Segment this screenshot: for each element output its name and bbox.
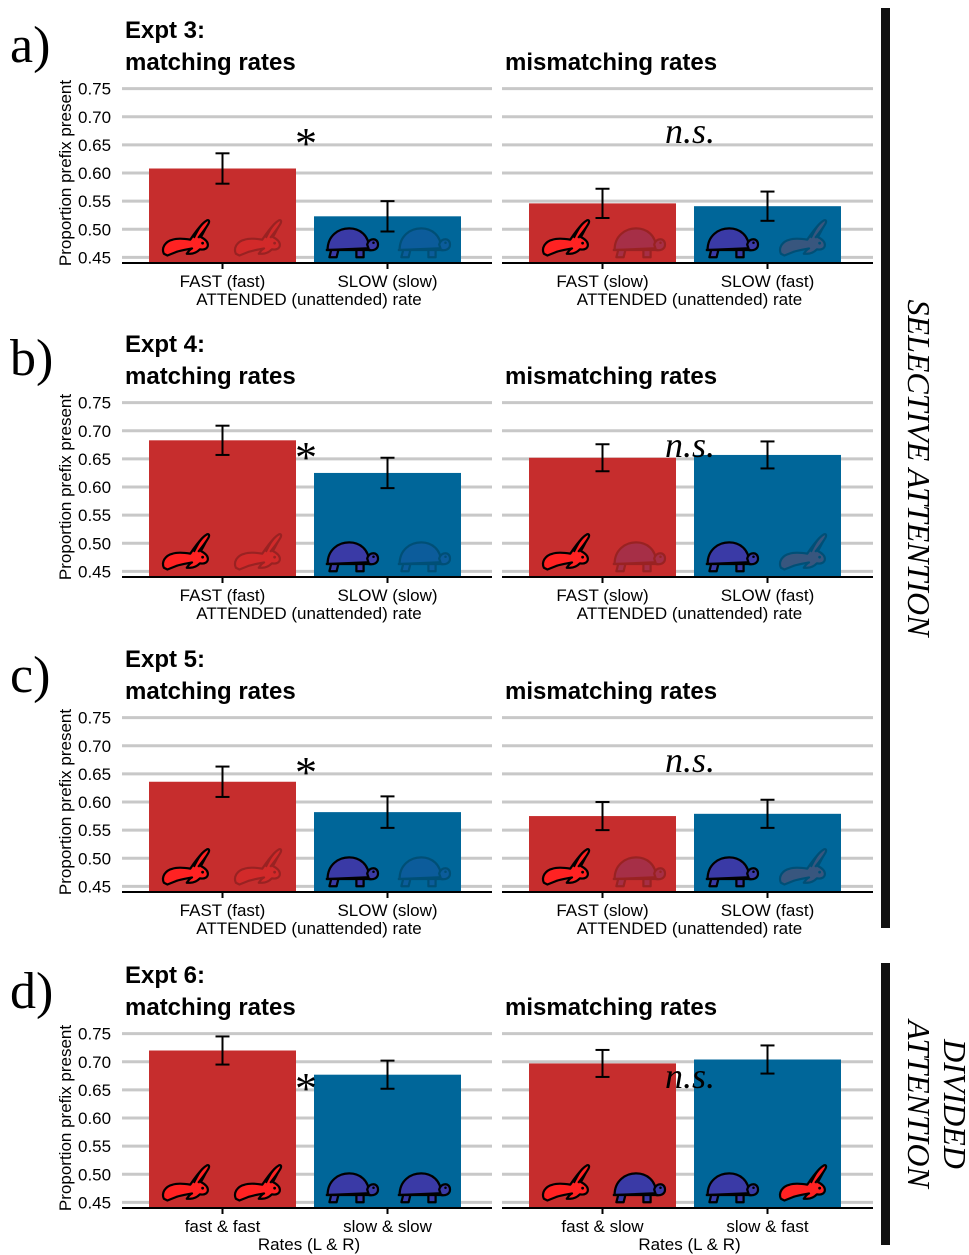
subplot-title: matching rates [125,994,296,1021]
y-tick-label: 0.60 [78,164,111,183]
x-axis-label: Rates (L & R) [258,1235,360,1254]
x-tick-label: SLOW (slow) [337,272,437,291]
y-tick-label: 0.60 [78,478,111,497]
subplot-title: matching rates [125,363,296,390]
panel-label-a: a) [10,17,50,74]
subplot-title: matching rates [125,678,296,705]
y-tick-label: 0.75 [78,394,111,413]
subplot-mismatching: mismatching rates FAST (slow) SLOW (fast)A… [502,678,873,938]
x-axis-label: Rates (L & R) [638,1235,740,1254]
subplot-matching: matching rates fast & fast slow & slowRate… [122,994,492,1254]
significance-asterisk: * [295,433,317,482]
y-tick-label: 0.45 [78,1193,111,1212]
y-tick-label: 0.75 [78,709,111,728]
x-axis-label: ATTENDED (unattended) rate [196,290,422,309]
x-axis-label: ATTENDED (unattended) rate [196,919,422,938]
y-tick-label: 0.55 [78,821,111,840]
y-tick-label: 0.65 [78,136,111,155]
y-tick-label: 0.75 [78,1025,111,1044]
y-tick-label: 0.70 [78,737,111,756]
y-tick-label: 0.50 [78,534,111,553]
y-tick-label: 0.45 [78,877,111,896]
subplot-title: mismatching rates [505,49,717,76]
significance-asterisk: * [295,119,317,168]
subplot-matching: matching rates FAST (fast) SLOW (slow)ATTE… [122,363,492,623]
subplot-title: mismatching rates [505,994,717,1021]
x-tick-label: SLOW (slow) [337,586,437,605]
panel-label-b: b) [10,330,53,387]
panel-label-d: d) [10,963,53,1020]
x-axis-label: ATTENDED (unattended) rate [577,290,803,309]
selective-attention-label: SELECTIVE ATTENTION [901,300,937,639]
y-tick-label: 0.45 [78,562,111,581]
subplot-matching: matching rates FAST (fast) SLOW (slow)ATTE… [122,49,492,309]
chart-panel-4: Expt 6: Proportion prefix present 0.75 0.70… [56,962,873,1254]
divided-attention-label-line1: DIVIDED [937,1038,969,1169]
x-tick-label: FAST (slow) [556,901,648,920]
subplot-matching: matching rates FAST (fast) SLOW (slow)ATTE… [122,678,492,938]
chart-title: Expt 3: [125,17,205,44]
y-axis-label: Proportion prefix present [56,1025,75,1211]
y-tick-label: 0.60 [78,1109,111,1128]
not-significant-label: n.s. [665,111,715,151]
y-tick-label: 0.70 [78,1053,111,1072]
x-tick-label: fast & slow [561,1217,644,1236]
y-axis-label: Proportion prefix present [56,394,75,580]
not-significant-label: n.s. [665,740,715,780]
divided-attention-label-line2: ATTENTION [901,1018,937,1189]
x-tick-label: FAST (fast) [180,272,266,291]
x-axis-label: ATTENDED (unattended) rate [577,919,803,938]
x-tick-label: fast & fast [185,1217,261,1236]
subplot-title: mismatching rates [505,363,717,390]
x-tick-label: FAST (fast) [180,901,266,920]
divided-attention-bar [881,963,890,1245]
x-tick-label: FAST (slow) [556,586,648,605]
y-tick-label: 0.50 [78,220,111,239]
y-axis-label: Proportion prefix present [56,709,75,895]
x-tick-label: slow & slow [343,1217,433,1236]
y-tick-label: 0.65 [78,1081,111,1100]
chart-panel-1: Expt 3: Proportion prefix present 0.75 0.70… [56,17,873,309]
chart-panel-3: Expt 5: Proportion prefix present 0.75 0.70… [56,646,873,938]
panel-label-c: c) [10,647,50,704]
x-axis-label: ATTENDED (unattended) rate [577,604,803,623]
y-tick-label: 0.70 [78,422,111,441]
x-tick-label: FAST (slow) [556,272,648,291]
y-tick-label: 0.75 [78,80,111,99]
selective-attention-bar [881,8,890,928]
chart-title: Expt 4: [125,331,205,358]
y-tick-label: 0.70 [78,108,111,127]
x-axis-label: ATTENDED (unattended) rate [196,604,422,623]
y-tick-label: 0.65 [78,450,111,469]
chart-title: Expt 5: [125,646,205,673]
x-tick-label: SLOW (fast) [721,586,815,605]
x-tick-label: SLOW (fast) [721,272,815,291]
y-tick-label: 0.50 [78,849,111,868]
chart-title: Expt 6: [125,962,205,989]
y-tick-label: 0.45 [78,248,111,267]
x-tick-label: FAST (fast) [180,586,266,605]
significance-asterisk: * [295,1064,317,1113]
x-tick-label: SLOW (slow) [337,901,437,920]
y-axis-label: Proportion prefix present [56,80,75,266]
y-tick-label: 0.60 [78,793,111,812]
subplot-mismatching: mismatching rates FAST (slow) SLOW (fast)A… [502,49,873,309]
y-tick-label: 0.50 [78,1165,111,1184]
y-tick-label: 0.65 [78,765,111,784]
subplot-title: matching rates [125,49,296,76]
subplot-mismatching: mismatching rates fast & slow slow & fastR… [502,994,873,1254]
y-tick-label: 0.55 [78,1137,111,1156]
not-significant-label: n.s. [665,425,715,465]
significance-asterisk: * [295,748,317,797]
subplot-mismatching: mismatching rates FAST (slow) SLOW (fast)A… [502,363,873,623]
x-tick-label: slow & fast [726,1217,808,1236]
not-significant-label: n.s. [665,1056,715,1096]
subplot-title: mismatching rates [505,678,717,705]
y-tick-label: 0.55 [78,192,111,211]
y-tick-label: 0.55 [78,506,111,525]
chart-panel-2: Expt 4: Proportion prefix present 0.75 0.70… [56,331,873,623]
x-tick-label: SLOW (fast) [721,901,815,920]
